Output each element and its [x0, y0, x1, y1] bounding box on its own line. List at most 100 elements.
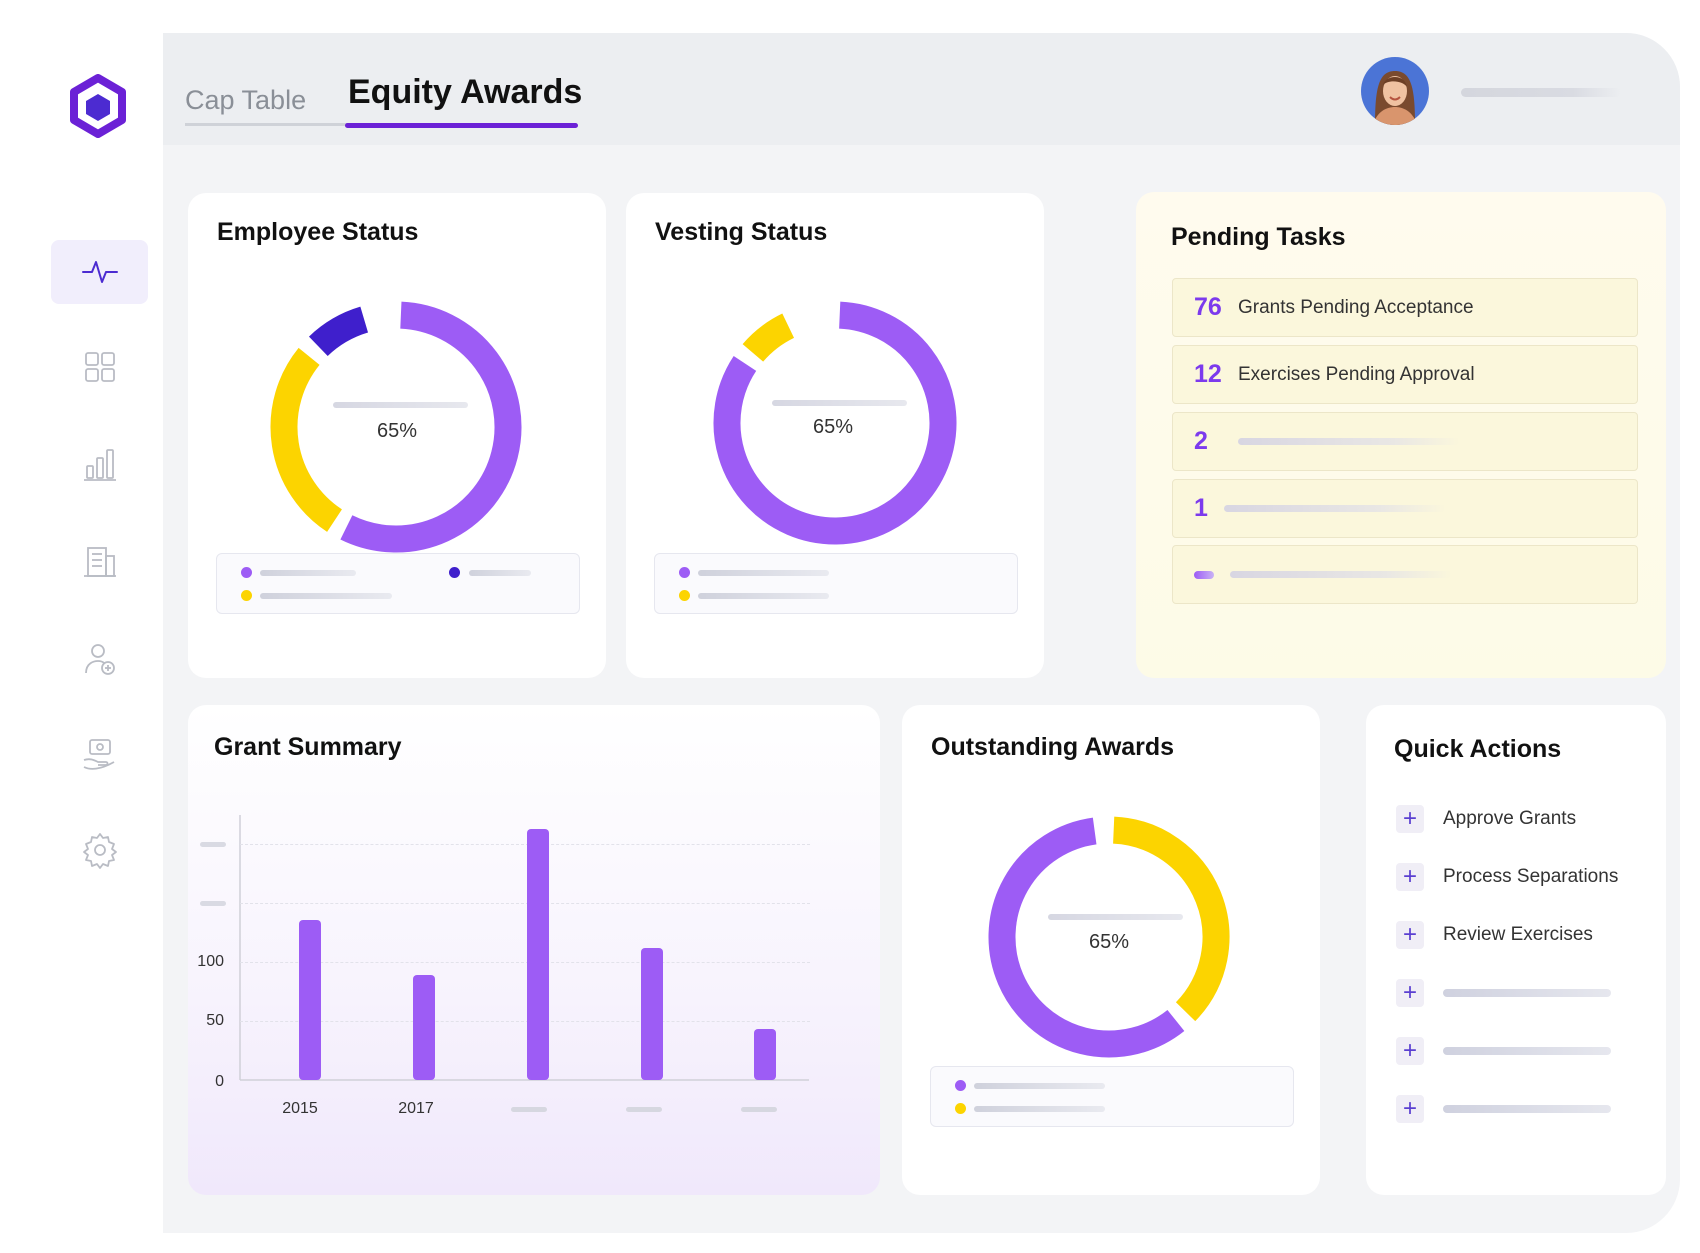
tab-cap-table[interactable]: Cap Table: [185, 85, 307, 115]
y-tick-placeholder: [200, 842, 226, 847]
task-label-placeholder: [1230, 571, 1452, 578]
quick-action-label: Approve Grants: [1443, 808, 1577, 829]
legend: [216, 553, 580, 614]
card-title: Pending Tasks: [1171, 223, 1346, 251]
logo-icon[interactable]: [68, 74, 128, 138]
plus-icon: +: [1396, 921, 1424, 949]
center-percentage: 65%: [1088, 931, 1130, 953]
card-title: Employee Status: [217, 218, 419, 246]
donut-slice-2[interactable]: [308, 306, 369, 357]
employee-status-donut: [270, 301, 522, 553]
quick-action-item[interactable]: +: [1396, 978, 1611, 1008]
task-label: Exercises Pending Approval: [1238, 363, 1475, 385]
donut-slice-0[interactable]: [340, 301, 522, 553]
bar-chart-icon: [83, 449, 116, 481]
user-add-icon: [84, 644, 115, 675]
center-label-placeholder: [1048, 914, 1183, 920]
task-item[interactable]: [1172, 545, 1638, 604]
sidebar-item-activity[interactable]: [51, 240, 148, 304]
task-item[interactable]: 1: [1172, 479, 1638, 538]
vesting-status-donut: [713, 301, 957, 545]
legend-label-placeholder: [260, 593, 392, 599]
legend-dot: [955, 1080, 966, 1091]
outstanding-awards-card: Outstanding Awards 65%: [902, 705, 1320, 1195]
activity-icon: [81, 261, 118, 283]
quick-action-item[interactable]: +: [1396, 1036, 1611, 1066]
quick-action-label: Process Separations: [1443, 866, 1619, 887]
sidebar-item-company[interactable]: [51, 530, 148, 594]
card-title: Quick Actions: [1394, 735, 1562, 763]
sidebar-item-settings[interactable]: [51, 818, 148, 882]
outstanding-awards-donut: [988, 816, 1230, 1058]
legend-label-placeholder: [698, 593, 829, 599]
quick-action-label-placeholder: [1443, 1047, 1611, 1055]
sidebar-item-dashboard[interactable]: [51, 335, 148, 399]
plus-icon: +: [1396, 863, 1424, 891]
legend-dot: [449, 567, 460, 578]
tab-cap-table-underline: [185, 123, 350, 126]
building-icon: [83, 547, 116, 577]
sidebar-item-stakeholders[interactable]: [51, 627, 148, 691]
plus-icon: +: [1396, 979, 1424, 1007]
center-percentage: 65%: [376, 420, 418, 442]
legend-label-placeholder: [260, 570, 356, 576]
task-count: 1: [1194, 494, 1208, 522]
quick-action-process-separations[interactable]: + Process Separations: [1396, 862, 1618, 892]
bar-4[interactable]: [641, 947, 663, 1080]
pending-tasks-card: Pending Tasks 76 Grants Pending Acceptan…: [1136, 192, 1666, 678]
plus-icon: +: [1396, 1095, 1424, 1123]
donut-slice-1[interactable]: [988, 817, 1185, 1058]
quick-action-label-placeholder: [1443, 1105, 1611, 1113]
legend-label-placeholder: [974, 1106, 1105, 1112]
plus-icon: +: [1396, 805, 1424, 833]
user-name-placeholder: [1461, 88, 1621, 97]
y-tick-placeholder: [200, 901, 226, 906]
grid-icon: [84, 352, 115, 382]
avatar[interactable]: [1361, 57, 1429, 125]
quick-action-item[interactable]: +: [1396, 1094, 1611, 1124]
legend-dot: [241, 567, 252, 578]
grant-summary-card: Grant Summary 100 50 0 2015 2017: [188, 705, 880, 1195]
quick-action-approve-grants[interactable]: + Approve Grants: [1396, 804, 1576, 834]
sidebar-item-payments[interactable]: [51, 722, 148, 786]
y-tick-label: 100: [197, 953, 224, 970]
bar-5[interactable]: [754, 1028, 776, 1080]
task-item[interactable]: 12 Exercises Pending Approval: [1172, 345, 1638, 404]
y-tick-label: 50: [206, 1012, 224, 1029]
quick-action-label-placeholder: [1443, 989, 1611, 997]
donut-slice-1[interactable]: [742, 313, 795, 362]
bar-3[interactable]: [527, 828, 549, 1080]
center-percentage: 65%: [812, 416, 854, 438]
bar-2[interactable]: [413, 974, 435, 1080]
x-tick-placeholder: [741, 1107, 777, 1112]
task-label: Grants Pending Acceptance: [1238, 296, 1474, 318]
bar-0[interactable]: [299, 920, 321, 1080]
gridline: [240, 1021, 810, 1022]
task-item[interactable]: 76 Grants Pending Acceptance: [1172, 278, 1638, 337]
legend: [654, 553, 1018, 614]
task-item[interactable]: 2: [1172, 412, 1638, 471]
task-count: 2: [1194, 427, 1208, 455]
tab-equity-awards[interactable]: Equity Awards: [348, 73, 583, 111]
legend-label-placeholder: [974, 1083, 1105, 1089]
sidebar: [0, 0, 163, 1253]
plus-icon: +: [1396, 1037, 1424, 1065]
donut-slice-0[interactable]: [1112, 816, 1230, 1022]
task-count: 76: [1194, 293, 1222, 321]
task-label-placeholder: [1224, 505, 1446, 512]
donut-slice-1[interactable]: [270, 347, 343, 532]
x-tick-placeholder: [626, 1107, 662, 1112]
task-label-placeholder: [1238, 438, 1460, 445]
center-label-placeholder: [333, 402, 468, 408]
donut-slice-0[interactable]: [713, 301, 957, 545]
quick-action-review-exercises[interactable]: + Review Exercises: [1396, 920, 1593, 950]
gridline: [240, 962, 810, 963]
card-title: Grant Summary: [214, 733, 402, 761]
gridline: [240, 844, 810, 845]
vesting-status-card: Vesting Status 65%: [626, 193, 1044, 678]
sidebar-item-reports[interactable]: [51, 432, 148, 496]
tab-active-indicator: [345, 123, 578, 128]
quick-action-label: Review Exercises: [1443, 924, 1593, 945]
center-label-placeholder: [772, 400, 907, 406]
employee-status-card: Employee Status 65%: [188, 193, 606, 678]
